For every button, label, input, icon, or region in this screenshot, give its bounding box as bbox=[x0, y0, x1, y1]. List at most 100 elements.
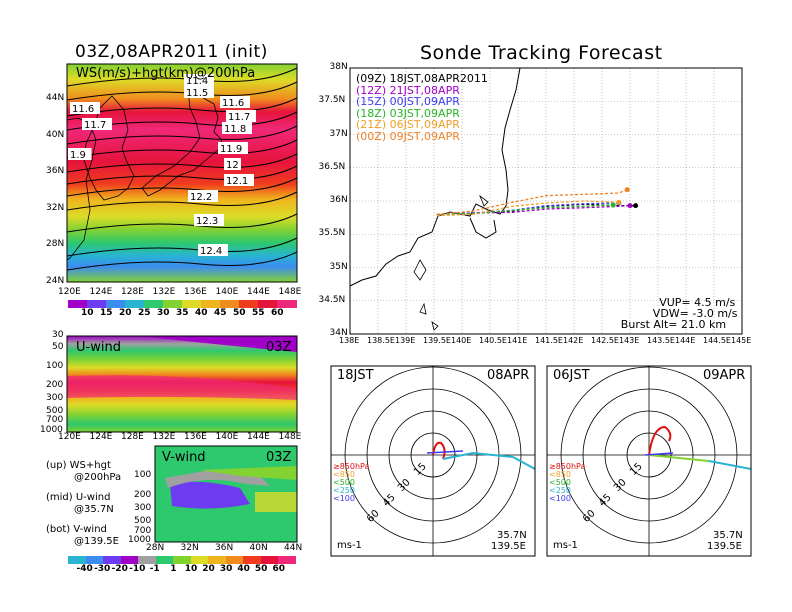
ws-colorbar-swatch bbox=[182, 300, 202, 308]
u-wind-x-tick: 144E bbox=[247, 432, 270, 442]
track-y-tick: 36N bbox=[329, 195, 348, 205]
ws-y-tick: 36N bbox=[46, 166, 65, 176]
track-x-tick: 138.5E bbox=[367, 336, 395, 345]
ws-colorbar-tick: 30 bbox=[157, 308, 170, 318]
track-y-tick: 35N bbox=[329, 261, 348, 272]
u-wind-y-tick: 1000 bbox=[40, 425, 63, 435]
hodograph-lat: 35.7N bbox=[497, 530, 527, 541]
hodograph-right-label: 09APR bbox=[703, 368, 746, 383]
track-x-tick: 140.5E bbox=[479, 336, 507, 345]
u-wind-y-tick: 700 bbox=[46, 415, 64, 425]
hodograph-lat: 35.7N bbox=[713, 530, 743, 541]
ws-contour-label-bg bbox=[222, 122, 252, 134]
ws-contour-label: 12.2 bbox=[190, 192, 212, 203]
ws-contour-label: 11.8 bbox=[224, 124, 246, 135]
ws-contour-label-bg bbox=[184, 74, 214, 86]
ws-contour-line bbox=[66, 177, 298, 197]
track-legend-entry: (09Z) 18JST,08APR2011 bbox=[356, 72, 488, 85]
hodograph-frame bbox=[546, 365, 752, 557]
v-wind-colorbar-tick: 40 bbox=[237, 564, 250, 574]
v-wind-x-tick: 36N bbox=[215, 543, 234, 553]
u-wind-x-tick: 140E bbox=[215, 432, 239, 442]
ws-contour-label-bg bbox=[68, 148, 92, 160]
v-wind-colorbar-swatch bbox=[68, 556, 87, 564]
ws-contour-label-bg bbox=[70, 102, 100, 114]
v-wind-colorbar-tick: -20 bbox=[111, 564, 128, 574]
left-title: 03Z,08APR2011 (init) bbox=[75, 42, 268, 62]
ws-x-tick: 132E bbox=[152, 287, 176, 297]
u-wind-y-tick: 50 bbox=[52, 342, 64, 352]
u-wind-time: 03Z bbox=[266, 340, 292, 355]
right-title: Sonde Tracking Forecast bbox=[420, 42, 663, 64]
track-y-tick: 34N bbox=[329, 328, 348, 338]
track-y-tick: 37.5N bbox=[318, 95, 346, 106]
ws-contour-label: 11.9 bbox=[220, 144, 242, 155]
v-wind-y-tick: 300 bbox=[134, 503, 152, 513]
hodograph-lon: 139.5E bbox=[707, 541, 742, 552]
v-wind-y-tick: 500 bbox=[134, 516, 152, 526]
hodograph-trace-low bbox=[648, 425, 672, 456]
v-wind-colorbar-tick: -40 bbox=[76, 564, 93, 574]
u-wind-label: U-wind bbox=[76, 340, 121, 355]
ws-colorbar-tick: 10 bbox=[81, 308, 94, 318]
track-x-tick: 139.5E bbox=[423, 336, 451, 345]
track-x-tick: 141E bbox=[507, 336, 528, 345]
ws-panel-label: WS(m/s)+hgt(km)@200hPa bbox=[76, 66, 256, 81]
v-wind-colorbar-tick: 30 bbox=[219, 564, 233, 574]
ws-colorbar-swatch bbox=[201, 300, 221, 308]
u-wind-x-tick: 132E bbox=[152, 432, 176, 442]
ws-contour-label: 12.3 bbox=[196, 216, 218, 227]
track-x-tick: 143E bbox=[619, 336, 640, 345]
ws-contour-line bbox=[66, 191, 298, 211]
ws-contour-label-bg bbox=[188, 190, 218, 202]
track-y-tick: 37N bbox=[329, 128, 348, 139]
ws-colorbar-tick: 25 bbox=[138, 308, 151, 318]
track-x-tick: 140E bbox=[451, 336, 472, 345]
v-wind-label: V-wind bbox=[162, 450, 206, 465]
track-legend-entry: (15Z) 00JST,09APR bbox=[356, 95, 460, 108]
ws-contour-line bbox=[66, 97, 298, 117]
ws-contour-line bbox=[66, 125, 298, 145]
v-wind-colorbar-swatch bbox=[208, 556, 227, 564]
ws-contour-label-bg bbox=[194, 214, 224, 226]
ws-colorbar-swatch bbox=[163, 300, 183, 308]
ws-colorbar-swatch bbox=[68, 300, 88, 308]
track-note: VUP= 4.5 m/s bbox=[659, 296, 736, 309]
ws-contour-label: 11.6 bbox=[72, 104, 94, 115]
v-wind-colorbar-swatch bbox=[120, 556, 139, 564]
left-legend-line1: (up) WS+hgt bbox=[46, 460, 111, 471]
v-wind-y-tick: 200 bbox=[134, 490, 152, 500]
ws-contour-label-bg bbox=[224, 158, 241, 170]
track-x-tick: 138E bbox=[339, 336, 360, 345]
left-legend-line2: @35.7N bbox=[74, 504, 114, 515]
hodograph-level-legend: ≥850hPa bbox=[549, 462, 586, 471]
ws-contour-line bbox=[66, 139, 298, 159]
hodograph-level-legend: <100 bbox=[333, 494, 355, 503]
hodograph-level-legend: <500 bbox=[549, 478, 571, 487]
hodograph-level-legend: <850 bbox=[333, 470, 355, 479]
u-wind-x-tick: 148E bbox=[278, 432, 302, 442]
ws-contour-label-bg bbox=[224, 174, 254, 186]
hodograph-trace-high bbox=[708, 460, 751, 470]
track-series-endpoint bbox=[610, 202, 616, 208]
hodograph-frame bbox=[330, 365, 536, 557]
track-series-line bbox=[436, 200, 619, 217]
ws-y-tick: 28N bbox=[46, 239, 65, 249]
v-wind-colorbar-swatch bbox=[190, 556, 209, 564]
ws-contour-label: 12 bbox=[226, 160, 239, 171]
u-wind-x-tick: 128E bbox=[121, 432, 144, 442]
v-wind-colorbar-swatch bbox=[278, 556, 297, 564]
ws-contour-label: 11.7 bbox=[228, 112, 250, 123]
hodograph-right-label: 08APR bbox=[487, 368, 530, 383]
hodograph-unit: ms-1 bbox=[553, 540, 578, 551]
ws-contour-label: 1.9 bbox=[70, 150, 86, 161]
hodograph-level-legend: <250 bbox=[549, 486, 571, 495]
track-legend-entry: (18Z) 03JST,09APR bbox=[356, 106, 460, 120]
track-x-tick: 144.5E bbox=[703, 336, 731, 345]
ws-contour-label: 11.4 bbox=[186, 76, 208, 87]
v-wind-colorbar-tick: 60 bbox=[272, 564, 285, 574]
